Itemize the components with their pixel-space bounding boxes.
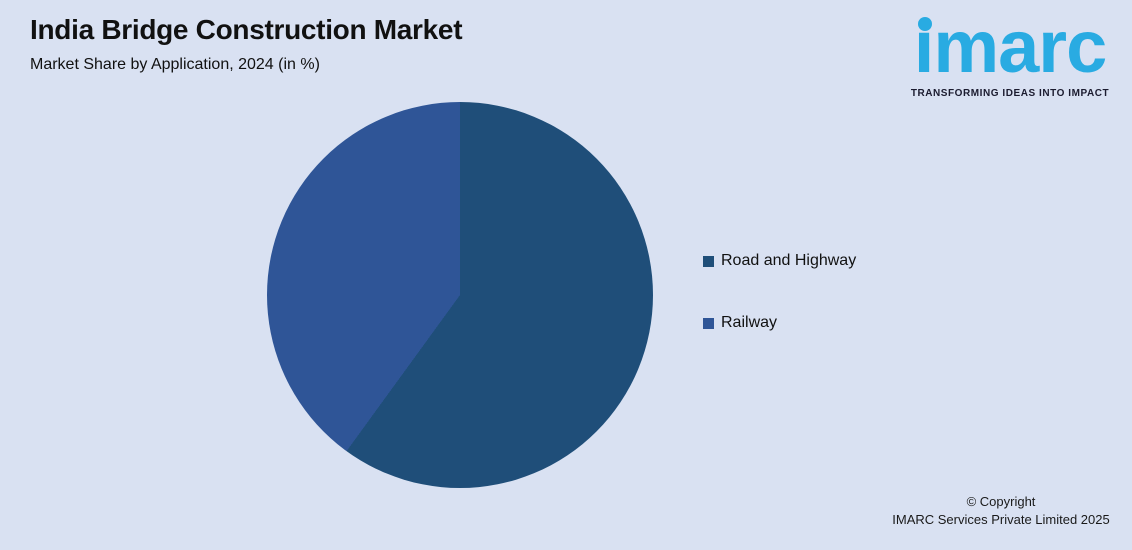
page-title: India Bridge Construction Market bbox=[30, 14, 463, 45]
legend-label-railway: Railway bbox=[721, 314, 778, 331]
imarc-logo-text: ımarc bbox=[913, 5, 1107, 88]
copyright-line2: IMARC Services Private Limited 2025 bbox=[892, 512, 1110, 527]
chart-legend: Road and Highway Railway bbox=[703, 252, 856, 376]
copyright-line1: © Copyright bbox=[966, 494, 1036, 509]
legend-swatch-railway bbox=[703, 317, 714, 329]
legend-item-railway: Railway bbox=[703, 314, 856, 332]
imarc-logo-i-dot-icon bbox=[917, 17, 932, 31]
legend-label-road-and-highway: Road and Highway bbox=[721, 252, 857, 269]
legend-item-road-and-highway: Road and Highway bbox=[703, 252, 856, 270]
pie-chart bbox=[267, 102, 653, 488]
imarc-logo-wordmark: ımarc bbox=[913, 5, 1107, 88]
page-subtitle: Market Share by Application, 2024 (in %) bbox=[30, 56, 320, 73]
imarc-logo: ımarc TRANSFORMING IDEAS INTO IMPACT bbox=[902, 5, 1118, 100]
copyright-block: © Copyright IMARC Services Private Limit… bbox=[876, 493, 1126, 529]
legend-swatch-road-and-highway bbox=[703, 255, 714, 267]
imarc-logo-tagline: TRANSFORMING IDEAS INTO IMPACT bbox=[910, 88, 1110, 100]
